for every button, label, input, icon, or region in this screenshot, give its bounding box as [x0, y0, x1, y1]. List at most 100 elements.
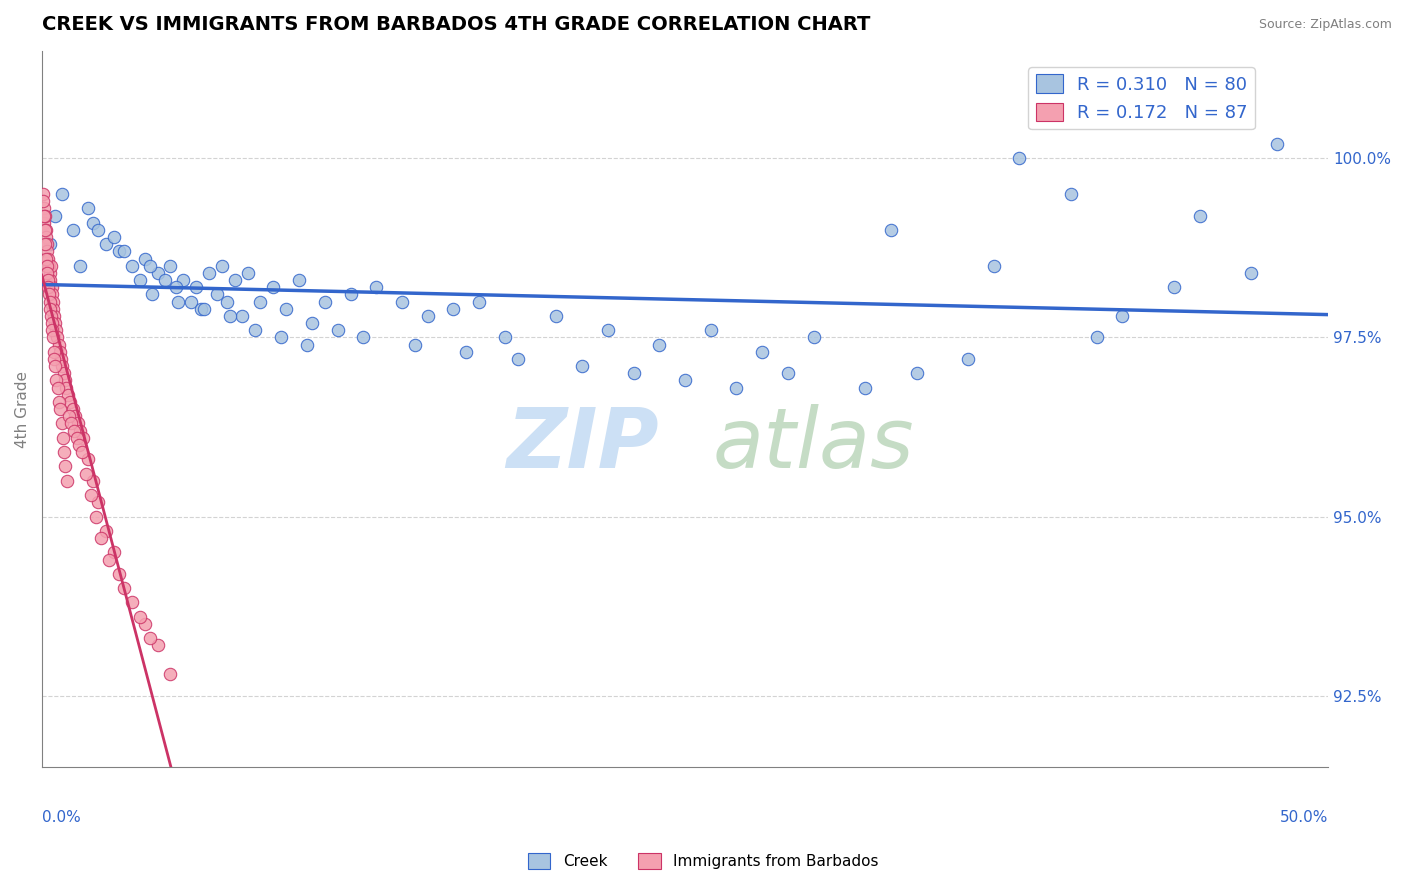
Point	[108, 566, 131, 581]
Point	[69, 424, 91, 438]
Point	[276, 301, 298, 316]
Point	[53, 373, 76, 387]
Point	[205, 287, 228, 301]
Point	[62, 223, 84, 237]
Point	[34, 216, 56, 230]
Point	[956, 351, 979, 366]
Point	[103, 545, 125, 559]
Point	[69, 259, 91, 273]
Point	[45, 323, 67, 337]
Point	[288, 273, 311, 287]
Point	[404, 337, 426, 351]
Point	[42, 301, 65, 316]
Point	[87, 223, 110, 237]
Point	[776, 366, 799, 380]
Point	[224, 273, 246, 287]
Point	[41, 294, 63, 309]
Point	[218, 309, 240, 323]
Point	[1265, 136, 1288, 151]
Point	[32, 202, 55, 216]
Point	[39, 259, 62, 273]
Point	[48, 337, 70, 351]
Point	[141, 287, 163, 301]
Point	[46, 330, 69, 344]
Point	[58, 409, 80, 424]
Point	[77, 202, 100, 216]
Point	[39, 273, 62, 287]
Point	[853, 380, 876, 394]
Point	[352, 330, 374, 344]
Point	[236, 266, 259, 280]
Point	[55, 459, 77, 474]
Point	[211, 259, 233, 273]
Point	[673, 373, 696, 387]
Point	[231, 309, 253, 323]
Point	[596, 323, 619, 337]
Point	[725, 380, 748, 394]
Point	[53, 445, 76, 459]
Point	[70, 445, 93, 459]
Point	[165, 280, 187, 294]
Point	[41, 287, 63, 301]
Point	[215, 294, 238, 309]
Point	[42, 330, 65, 344]
Point	[1163, 280, 1185, 294]
Point	[38, 287, 60, 301]
Point	[84, 509, 107, 524]
Point	[37, 244, 59, 259]
Point	[416, 309, 439, 323]
Point	[38, 294, 60, 309]
Point	[623, 366, 645, 380]
Point	[186, 280, 208, 294]
Point	[41, 316, 63, 330]
Point	[82, 216, 104, 230]
Point	[41, 280, 63, 294]
Point	[52, 366, 75, 380]
Legend: R = 0.310   N = 80, R = 0.172   N = 87: R = 0.310 N = 80, R = 0.172 N = 87	[1028, 67, 1254, 129]
Point	[326, 323, 349, 337]
Point	[32, 187, 55, 202]
Point	[34, 237, 56, 252]
Point	[44, 309, 66, 323]
Point	[314, 294, 336, 309]
Point	[55, 380, 77, 394]
Point	[249, 294, 271, 309]
Point	[51, 187, 73, 202]
Point	[1060, 187, 1083, 202]
Point	[803, 330, 825, 344]
Point	[103, 230, 125, 244]
Point	[301, 316, 323, 330]
Point	[59, 395, 82, 409]
Point	[167, 294, 190, 309]
Point	[245, 323, 267, 337]
Point	[66, 417, 89, 431]
Point	[139, 632, 162, 646]
Point	[155, 273, 177, 287]
Point	[468, 294, 491, 309]
Point	[90, 531, 112, 545]
Point	[75, 467, 97, 481]
Point	[159, 667, 181, 681]
Point	[190, 301, 212, 316]
Point	[72, 431, 94, 445]
Point	[441, 301, 464, 316]
Point	[56, 388, 79, 402]
Point	[34, 223, 56, 237]
Text: 0.0%: 0.0%	[42, 810, 80, 825]
Point	[48, 395, 70, 409]
Point	[44, 209, 66, 223]
Point	[49, 402, 72, 417]
Point	[456, 344, 478, 359]
Point	[339, 287, 361, 301]
Point	[112, 244, 135, 259]
Point	[983, 259, 1005, 273]
Text: 50.0%: 50.0%	[1279, 810, 1329, 825]
Point	[38, 237, 60, 252]
Point	[51, 359, 73, 373]
Point	[35, 259, 58, 273]
Point	[112, 581, 135, 595]
Text: CREEK VS IMMIGRANTS FROM BARBADOS 4TH GRADE CORRELATION CHART: CREEK VS IMMIGRANTS FROM BARBADOS 4TH GR…	[42, 15, 870, 34]
Point	[39, 301, 62, 316]
Point	[63, 424, 86, 438]
Point	[146, 639, 169, 653]
